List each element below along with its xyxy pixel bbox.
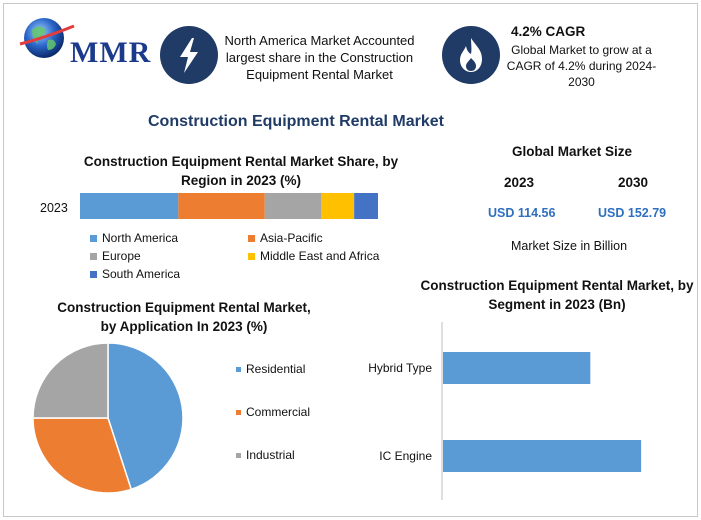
legend-label: Residential: [246, 362, 306, 376]
global-market-title: Global Market Size: [512, 144, 633, 159]
application-chart-title: Construction Equipment Rental Market, by…: [57, 300, 311, 334]
region-stacked-bar: [80, 193, 378, 219]
lightning-bolt-icon: [160, 26, 218, 84]
segment-bar-chart: Hybrid Type IC Engine: [368, 322, 642, 500]
logo-text: MMR: [70, 36, 152, 69]
global-market-year-2030: 2030: [618, 175, 649, 190]
region-bar-segment-0: [80, 193, 179, 219]
cagr-text: Global Market to grow at a CAGR of 4.2% …: [506, 43, 657, 89]
pie-slice-industrial: [32, 342, 109, 419]
legend-europe: Europe: [90, 249, 141, 263]
region-chart-title: Construction Equipment Rental Market Sha…: [83, 154, 399, 188]
region-bar-segment-2: [264, 193, 322, 219]
main-title: Construction Equipment Rental Market: [147, 113, 445, 130]
global-market-year-2023: 2023: [504, 175, 535, 190]
pie-slice-residential: [107, 342, 184, 491]
market-size-note: Market Size in Billion: [511, 239, 628, 253]
segment-bar-1: [443, 440, 642, 472]
global-market-value-2030: USD 152.79: [598, 206, 667, 220]
legend-label: Asia-Pacific: [260, 231, 323, 245]
header-info-left: North America Market Accounted largest s…: [224, 33, 415, 82]
region-bar-segment-1: [178, 193, 265, 219]
legend-swatch: [90, 270, 97, 278]
legend-north-america: North America: [90, 231, 178, 245]
legend-swatch: [248, 234, 255, 242]
region-bar-segment-4: [354, 193, 378, 219]
region-bar-category: 2023: [40, 201, 68, 215]
segment-bar-0: [443, 352, 591, 384]
legend-label: Europe: [102, 249, 141, 263]
global-market-value-2023: USD 114.56: [488, 206, 556, 220]
legend-commercial: Commercial: [236, 405, 356, 419]
legend-south-america: South America: [90, 267, 180, 281]
segment-category-label-0: Hybrid Type: [368, 361, 432, 375]
region-bar-segment-3: [321, 193, 355, 219]
legend-swatch: [90, 252, 97, 260]
legend-label: South America: [102, 267, 181, 281]
pie-slice-commercial: [32, 417, 133, 494]
legend-industrial: Industrial: [236, 448, 356, 462]
segment-category-label-1: IC Engine: [379, 449, 432, 463]
infographic-frame: MMR North America Market Accounted large…: [3, 3, 698, 517]
flame-icon: [442, 26, 500, 84]
legend-swatch: [236, 366, 241, 372]
legend-label: Commercial: [246, 405, 311, 419]
legend-middle-east-africa: Middle East and Africa: [248, 249, 379, 263]
globe-logo-icon: [19, 18, 75, 58]
legend-residential: Residential: [236, 362, 356, 376]
legend-label: Middle East and Africa: [260, 249, 380, 263]
legend-label: Industrial: [246, 448, 295, 462]
segment-chart-title: Construction Equipment Rental Market, by…: [420, 278, 694, 312]
legend-label: North America: [102, 231, 179, 245]
legend-swatch: [90, 234, 97, 242]
legend-swatch: [236, 409, 241, 415]
application-pie-chart: [32, 342, 184, 494]
legend-swatch: [248, 252, 255, 260]
cagr-title: 4.2% CAGR: [511, 24, 586, 39]
legend-swatch: [236, 452, 241, 458]
legend-asia-pacific: Asia-Pacific: [248, 231, 323, 245]
